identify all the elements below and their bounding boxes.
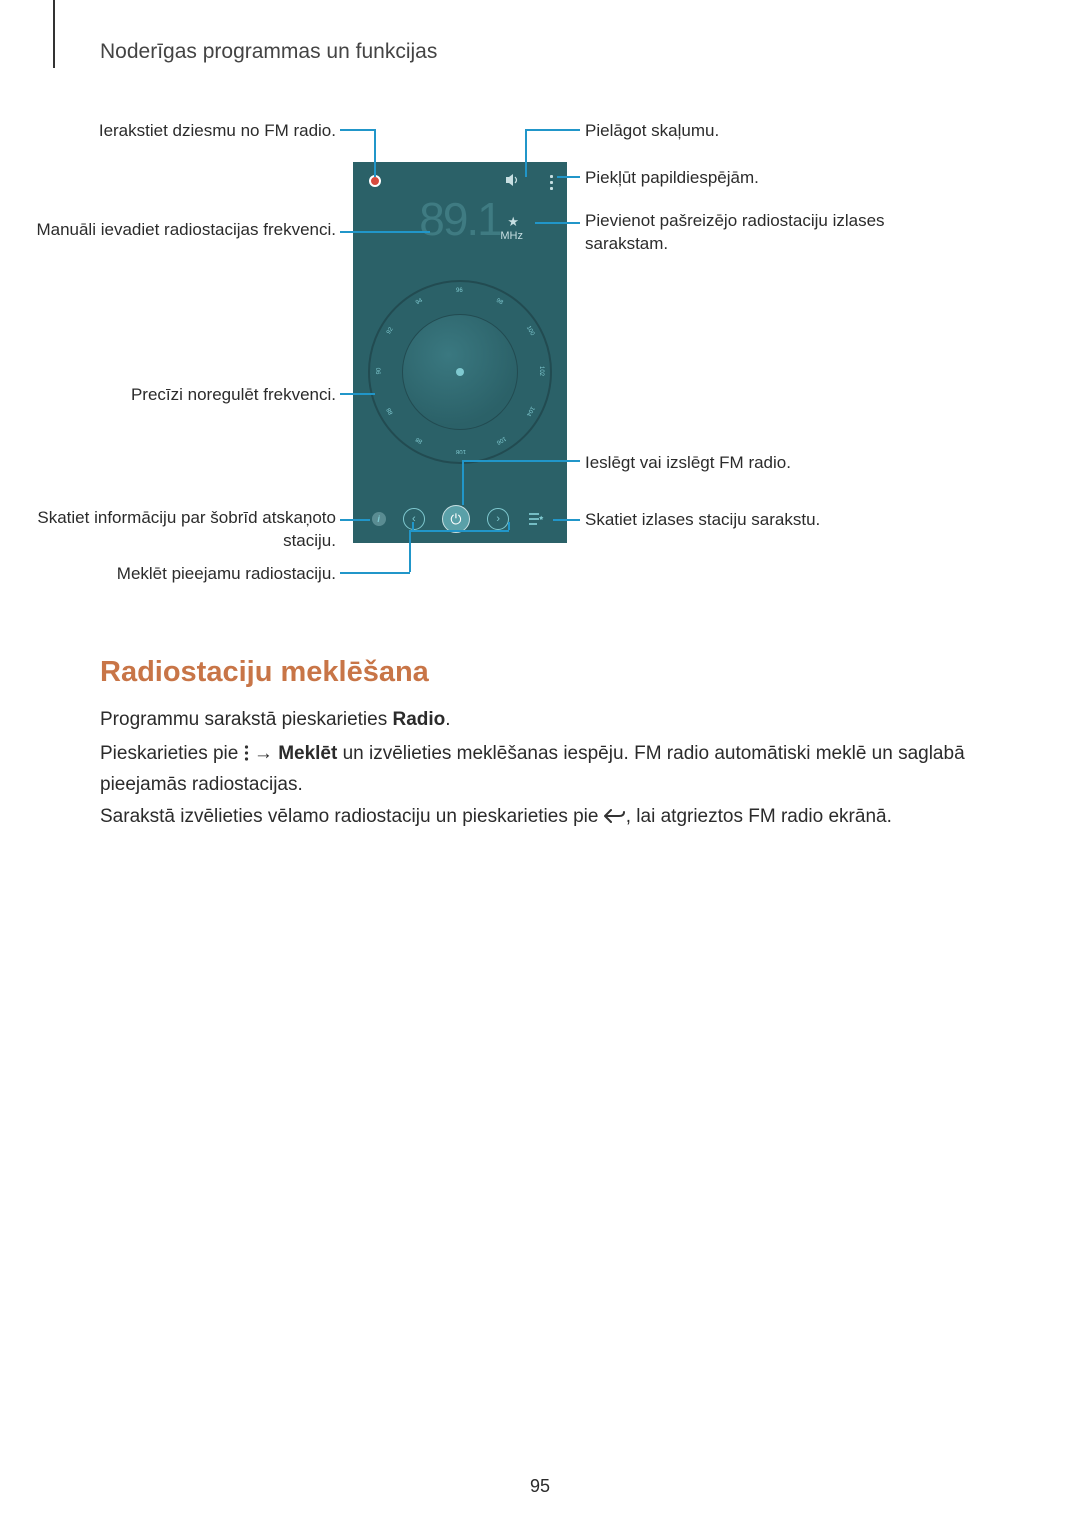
text: →: [249, 743, 279, 764]
callout-line: [557, 176, 580, 178]
callout-line: [525, 129, 580, 131]
callout-line: [535, 222, 580, 224]
dial-tick-label: 90: [376, 368, 382, 375]
callout-fine-tune: Precīzi noregulēt frekvenci.: [0, 384, 336, 407]
callout-line: [409, 530, 509, 532]
callout-line: [462, 460, 464, 505]
callout-line: [340, 231, 430, 233]
frequency-display[interactable]: 89.1: [353, 192, 567, 246]
dial-center-dot: [456, 368, 464, 376]
power-icon[interactable]: ⏻: [442, 505, 470, 533]
callout-power: Ieslēgt vai izslēgt FM radio.: [585, 452, 965, 475]
callout-line: [508, 522, 510, 530]
next-station-icon[interactable]: ›: [487, 508, 509, 530]
text: Sarakstā izvēlieties vēlamo radiostaciju…: [100, 806, 604, 827]
body-p3: Sarakstā izvēlieties vēlamo radiostaciju…: [100, 802, 980, 833]
callout-line: [412, 522, 414, 530]
dial-tick-label: 96: [456, 288, 463, 294]
favorite-star-icon[interactable]: ★: [507, 214, 519, 230]
prev-station-icon[interactable]: ‹: [403, 508, 425, 530]
text-bold: Radio: [393, 709, 446, 730]
text-bold: Meklēt: [278, 743, 337, 764]
radio-diagram: 89.1 ★ MHz 88909294969810010210410610888…: [0, 110, 1080, 600]
tuning-dial[interactable]: 88909294969810010210410610888: [368, 280, 552, 464]
back-icon: [604, 804, 626, 833]
phone-screenshot: 89.1 ★ MHz 88909294969810010210410610888…: [353, 162, 567, 543]
section-heading: Radiostaciju meklēšana: [100, 656, 429, 689]
page-number: 95: [0, 1476, 1080, 1497]
callout-record: Ierakstiet dziesmu no FM radio.: [0, 120, 336, 143]
callout-line: [340, 519, 370, 521]
callout-line: [340, 572, 410, 574]
header-rule: [53, 0, 55, 68]
info-icon[interactable]: i: [372, 512, 386, 526]
dial-tick-label: 102: [538, 366, 544, 376]
favorites-list-icon[interactable]: [526, 508, 548, 530]
text: , lai atgrieztos FM radio ekrānā.: [626, 806, 892, 827]
callout-manual-freq: Manuāli ievadiet radiostacijas frekvenci…: [0, 219, 336, 242]
callout-more-options: Piekļūt papildiespējām.: [585, 167, 965, 190]
callout-station-info: Skatiet informāciju par šobrīd atskaņoto…: [0, 507, 336, 553]
phone-top-bar: 89.1 ★ MHz: [353, 162, 567, 252]
dial-tick-label: 108: [456, 448, 466, 454]
body-p1: Programmu sarakstā pieskarieties Radio.: [100, 705, 980, 734]
callout-view-favorites: Skatiet izlases staciju sarakstu.: [585, 509, 965, 532]
volume-icon[interactable]: [505, 173, 523, 187]
callout-line: [462, 460, 580, 462]
callout-line: [409, 530, 411, 572]
menu-dots-icon[interactable]: [550, 172, 553, 193]
callout-line: [340, 129, 375, 131]
callout-add-favorite: Pievienot pašreizējo radiostaciju izlase…: [585, 210, 965, 256]
callout-search-station: Meklēt pieejamu radiostaciju.: [0, 563, 336, 586]
control-bar: i ‹ ⏻ ›: [353, 495, 567, 543]
mhz-label: MHz: [500, 230, 523, 242]
body-p2: Pieskarieties pie → Meklēt un izvēlietie…: [100, 739, 980, 800]
callout-line: [374, 129, 376, 177]
page-header: Noderīgas programmas un funkcijas: [100, 40, 437, 64]
text: Programmu sarakstā pieskarieties: [100, 709, 393, 730]
callout-volume: Pielāgot skaļumu.: [585, 120, 965, 143]
callout-line: [553, 519, 580, 521]
text: .: [445, 709, 450, 730]
callout-line: [340, 393, 375, 395]
text: Pieskarieties pie: [100, 743, 244, 764]
callout-line: [525, 129, 527, 177]
